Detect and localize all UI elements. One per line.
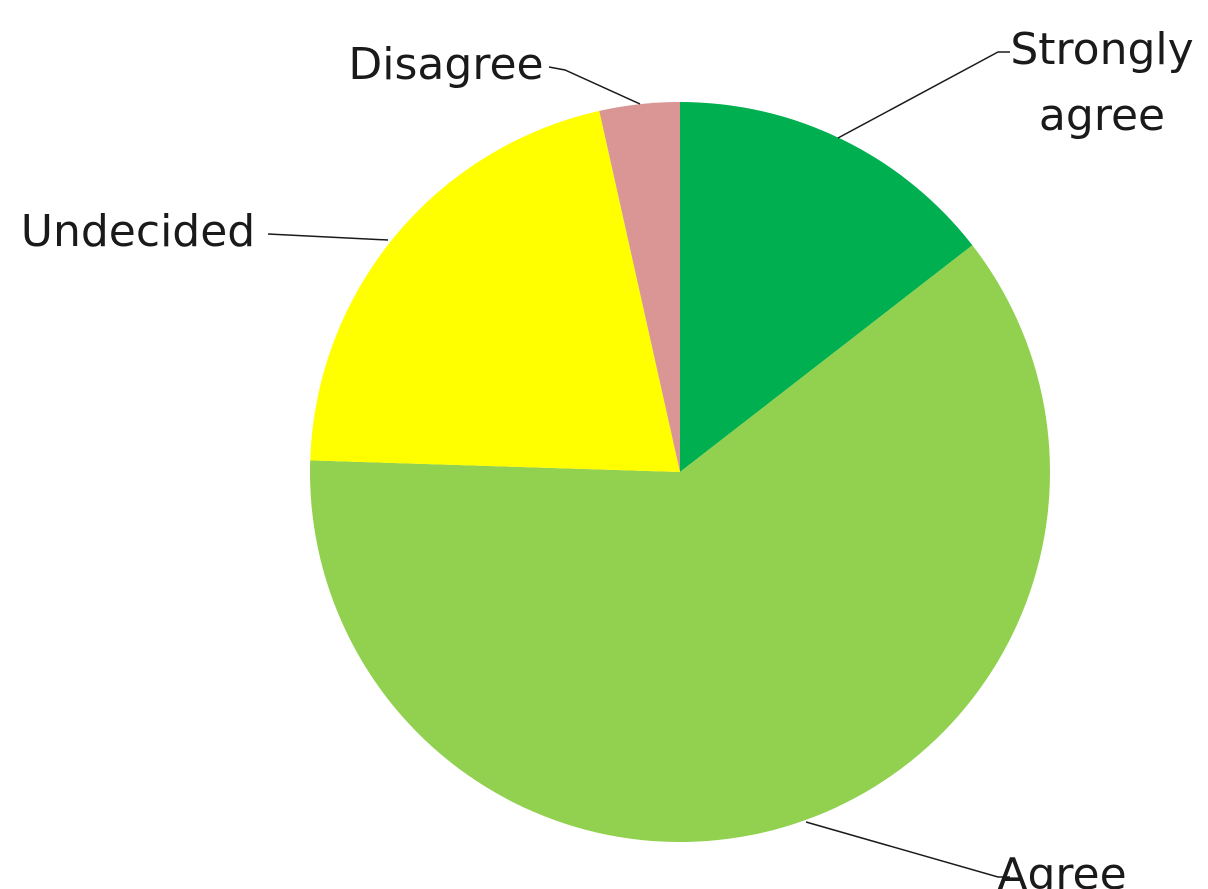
leader-line-agree (805, 821, 1010, 878)
pie-slices (310, 102, 1051, 843)
slice-label-agree: Agree (997, 849, 1126, 889)
leader-lines (267, 51, 1010, 878)
slice-label-undecided: Undecided (21, 206, 255, 257)
slice-label-strongly-agree-line-1: Strongly (1010, 24, 1193, 75)
pie-slice-strongly-agree (680, 102, 973, 472)
pie-slice-disagree (599, 102, 680, 472)
leader-line-strongly-agree (837, 51, 1010, 139)
leader-line-disagree (548, 66, 641, 105)
slice-labels: Strongly agree Agree Undecided Disagree (21, 24, 1194, 889)
slice-label-strongly-agree-line-2: agree (1039, 90, 1165, 141)
leader-line-undecided (267, 233, 389, 241)
pie-slice-agree (310, 245, 1051, 843)
pie-slice-undecided (310, 110, 680, 472)
slice-label-disagree: Disagree (348, 39, 543, 90)
